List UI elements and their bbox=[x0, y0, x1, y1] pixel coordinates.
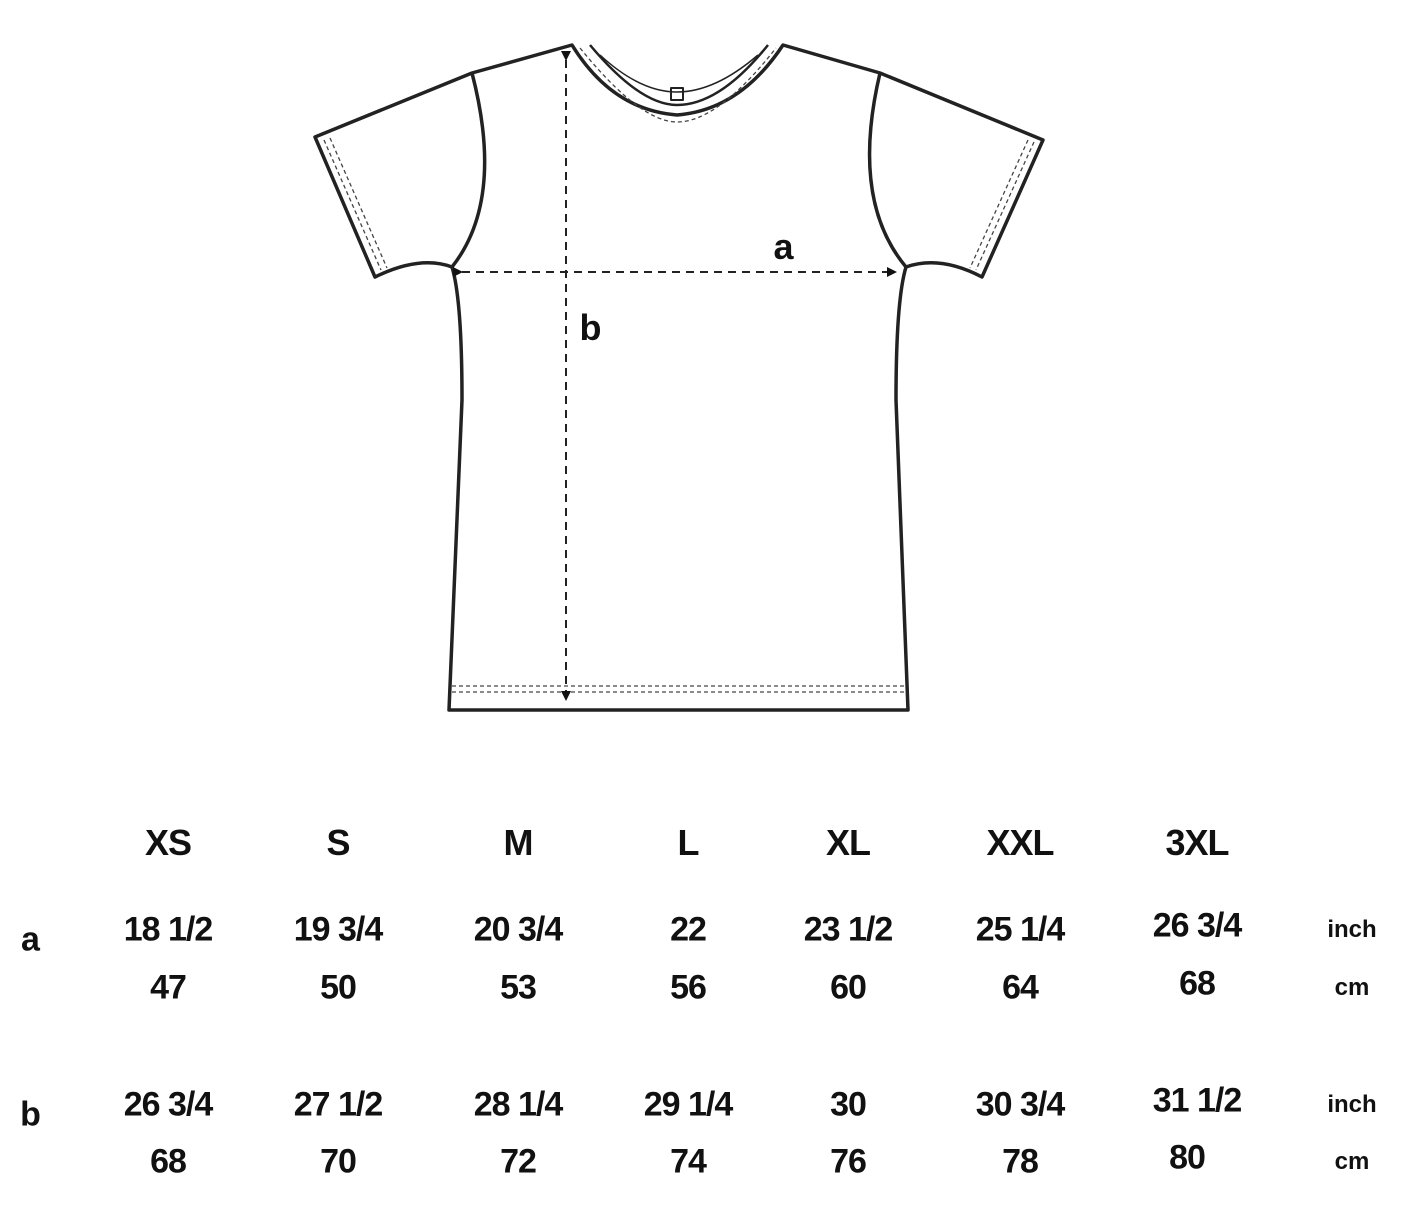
cm-value: 60 bbox=[830, 968, 867, 1007]
cm-value: 78 bbox=[1002, 1142, 1039, 1181]
inch-value: 30 bbox=[830, 1085, 867, 1124]
row-label: a bbox=[21, 920, 40, 959]
size-header: 3XL bbox=[1165, 822, 1229, 863]
left-armhole bbox=[450, 72, 487, 269]
cm-value: 76 bbox=[830, 1142, 867, 1181]
tshirt-diagram bbox=[313, 43, 1045, 712]
inch-value: 19 3/4 bbox=[293, 910, 384, 949]
cm-value: 47 bbox=[150, 968, 187, 1007]
inch-value: 18 1/2 bbox=[123, 910, 214, 949]
unit-label: cm bbox=[1334, 1148, 1370, 1175]
row-label: b bbox=[20, 1095, 41, 1134]
inch-value: 26 3/4 bbox=[123, 1085, 214, 1124]
size-header: XXL bbox=[986, 822, 1054, 863]
inch-value: 30 3/4 bbox=[975, 1085, 1066, 1124]
inch-value: 29 1/4 bbox=[643, 1085, 734, 1124]
size-header: S bbox=[326, 822, 350, 863]
cm-value: 74 bbox=[670, 1142, 707, 1181]
unit-label: inch bbox=[1327, 916, 1377, 943]
inch-value: 20 3/4 bbox=[473, 910, 564, 949]
cm-value: 72 bbox=[500, 1142, 537, 1181]
measure-a-label: a bbox=[773, 226, 793, 267]
unit-label: inch bbox=[1327, 1091, 1377, 1118]
cm-value: 70 bbox=[320, 1142, 357, 1181]
measure-b-label: b bbox=[579, 307, 602, 348]
cm-value: 68 bbox=[150, 1142, 187, 1181]
size-header: M bbox=[503, 822, 534, 863]
cm-value: 64 bbox=[1002, 968, 1039, 1007]
inch-value: 31 1/2 bbox=[1152, 1081, 1243, 1120]
right-armhole bbox=[867, 72, 908, 269]
collar-rib bbox=[599, 54, 759, 93]
neck-label bbox=[670, 87, 684, 101]
cm-value: 68 bbox=[1179, 964, 1216, 1003]
inch-value: 28 1/4 bbox=[473, 1085, 564, 1124]
collar-inner bbox=[589, 44, 769, 107]
inch-value: 26 3/4 bbox=[1152, 906, 1243, 945]
inch-value: 22 bbox=[670, 910, 707, 949]
unit-label: cm bbox=[1334, 974, 1370, 1001]
shirt-outline bbox=[313, 43, 1045, 712]
size-header: XL bbox=[825, 822, 871, 863]
inch-value: 25 1/4 bbox=[975, 910, 1066, 949]
cm-value: 56 bbox=[670, 968, 707, 1007]
size-header: XS bbox=[144, 822, 192, 863]
inch-value: 23 1/2 bbox=[803, 910, 894, 949]
size-header: L bbox=[677, 822, 700, 863]
cm-value: 50 bbox=[320, 968, 357, 1007]
cm-value: 80 bbox=[1169, 1138, 1206, 1177]
cm-value: 53 bbox=[500, 968, 537, 1007]
inch-value: 27 1/2 bbox=[293, 1085, 384, 1124]
